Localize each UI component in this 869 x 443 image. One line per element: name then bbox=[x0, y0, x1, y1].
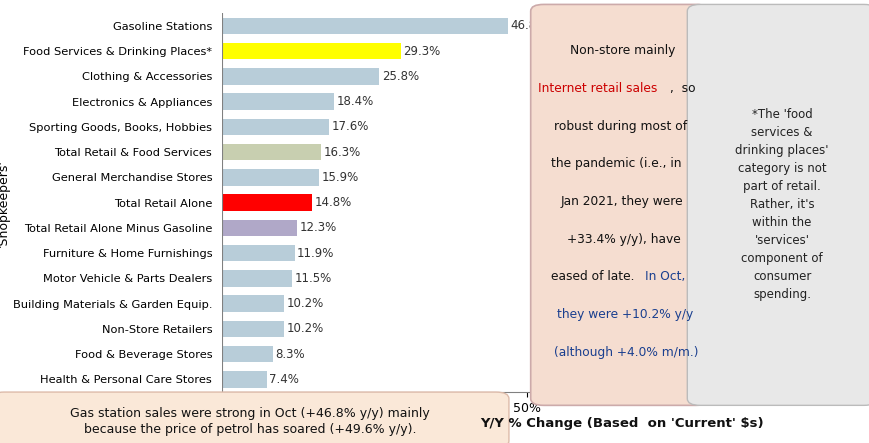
Text: they were +10.2% y/y: they were +10.2% y/y bbox=[557, 308, 693, 321]
Bar bbox=[222, 169, 319, 186]
Bar bbox=[222, 220, 296, 236]
Text: Jan 2021, they were: Jan 2021, they were bbox=[560, 195, 682, 208]
Text: (although +4.0% m/m.): (although +4.0% m/m.) bbox=[554, 346, 698, 359]
Text: Gas station sales were strong in Oct (+46.8% y/y) mainly: Gas station sales were strong in Oct (+4… bbox=[70, 407, 429, 420]
Text: 17.6%: 17.6% bbox=[331, 120, 368, 133]
Bar bbox=[222, 270, 292, 287]
Text: 29.3%: 29.3% bbox=[402, 45, 440, 58]
Bar bbox=[222, 321, 284, 337]
Text: 16.3%: 16.3% bbox=[323, 146, 361, 159]
Bar bbox=[222, 194, 312, 211]
Text: 12.3%: 12.3% bbox=[299, 222, 336, 234]
Text: 14.8%: 14.8% bbox=[315, 196, 352, 209]
Bar bbox=[222, 371, 267, 388]
Bar bbox=[222, 245, 295, 261]
Text: 15.9%: 15.9% bbox=[321, 171, 358, 184]
Bar bbox=[222, 43, 401, 59]
Bar bbox=[222, 119, 329, 135]
Text: 7.4%: 7.4% bbox=[269, 373, 299, 386]
Text: 18.4%: 18.4% bbox=[336, 95, 374, 108]
Bar bbox=[222, 93, 334, 110]
Text: 46.8%: 46.8% bbox=[509, 19, 547, 32]
Bar bbox=[222, 295, 284, 312]
Text: 25.8%: 25.8% bbox=[381, 70, 419, 83]
Text: In Oct,: In Oct, bbox=[644, 270, 685, 284]
Y-axis label: 'Shopkeepers': 'Shopkeepers' bbox=[0, 159, 10, 247]
Text: 10.2%: 10.2% bbox=[286, 297, 323, 310]
Bar bbox=[222, 144, 321, 160]
Bar bbox=[222, 18, 507, 34]
Text: *The 'food
services &
drinking places'
category is not
part of retail.
Rather, i: *The 'food services & drinking places' c… bbox=[734, 109, 828, 301]
Text: +33.4% y/y), have: +33.4% y/y), have bbox=[566, 233, 680, 246]
Text: ,  so: , so bbox=[669, 82, 695, 95]
Text: Y/Y % Change (Based  on 'Current' $s): Y/Y % Change (Based on 'Current' $s) bbox=[480, 416, 763, 430]
Text: eased of late.: eased of late. bbox=[550, 270, 638, 284]
Text: Non-store mainly: Non-store mainly bbox=[569, 44, 674, 58]
Text: the pandemic (i.e., in: the pandemic (i.e., in bbox=[550, 157, 680, 171]
Text: 11.9%: 11.9% bbox=[296, 247, 334, 260]
Text: Internet retail sales: Internet retail sales bbox=[538, 82, 657, 95]
Text: 10.2%: 10.2% bbox=[286, 323, 323, 335]
Text: 8.3%: 8.3% bbox=[275, 348, 304, 361]
Bar bbox=[222, 68, 379, 85]
Text: because the price of petrol has soared (+49.6% y/y).: because the price of petrol has soared (… bbox=[83, 423, 416, 435]
Text: robust during most of: robust during most of bbox=[554, 120, 687, 133]
Text: 11.5%: 11.5% bbox=[295, 272, 331, 285]
Bar bbox=[222, 346, 272, 362]
